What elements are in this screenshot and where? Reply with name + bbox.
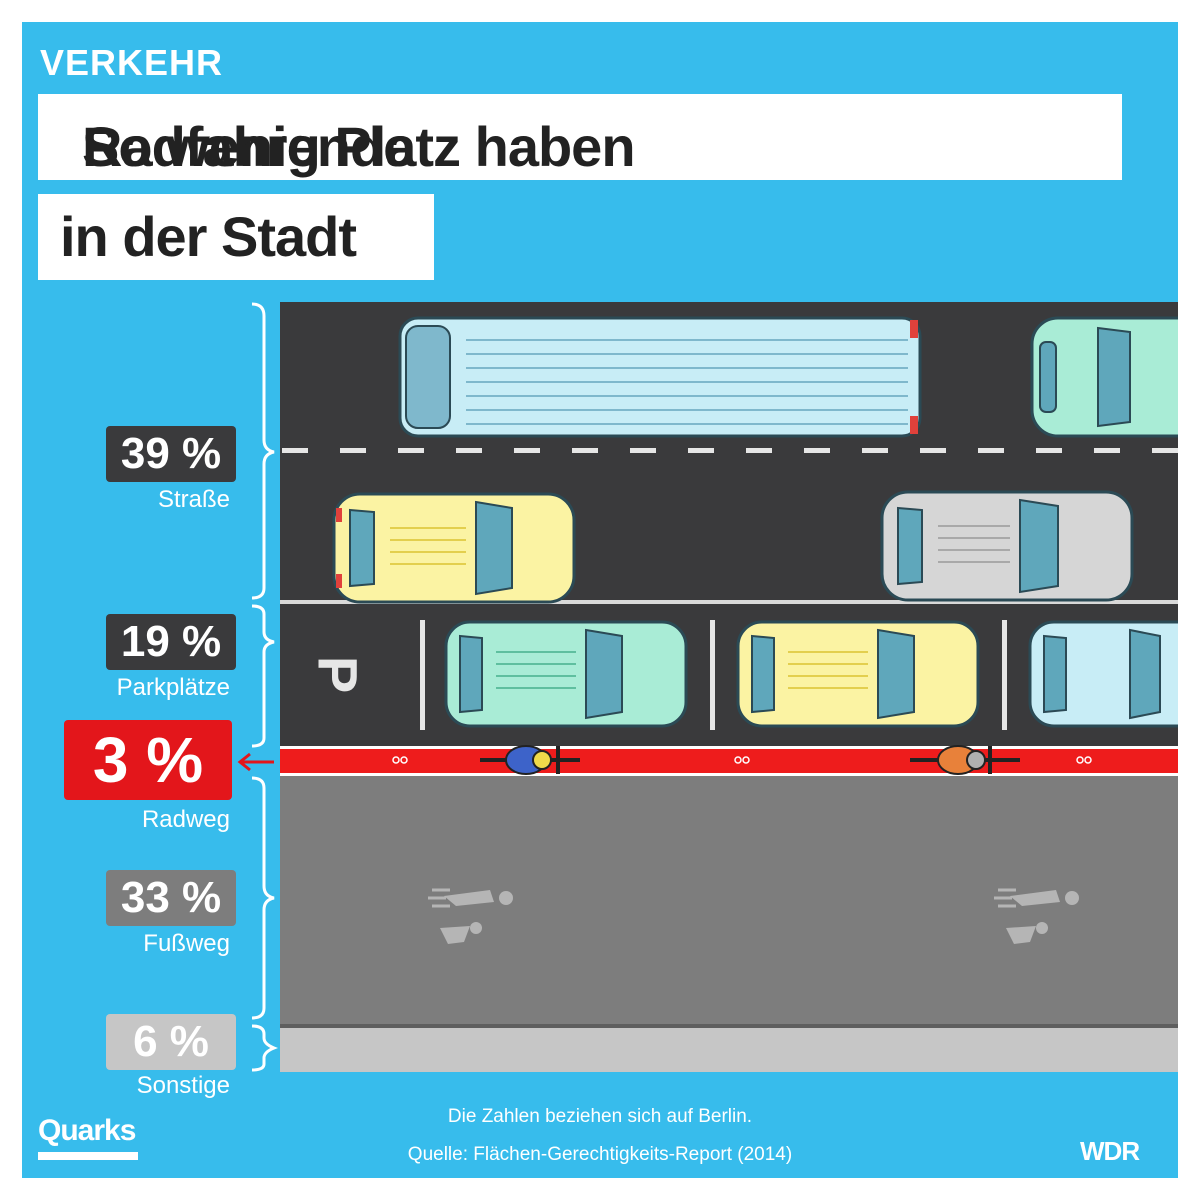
headline-line-1: So wenig Platz haben Radfahrende (38, 94, 1122, 180)
bike-lane (280, 746, 1178, 776)
quarks-logo-bar (38, 1152, 138, 1160)
wdr-logo: WDR (1080, 1136, 1140, 1166)
car-icon (736, 620, 980, 728)
label-parkplaetze: Parkplätze (116, 674, 230, 701)
brace-icon (251, 302, 278, 1072)
label-sonstige: Sonstige (136, 1072, 230, 1099)
car-icon (1028, 620, 1178, 728)
arrow-left-icon (237, 752, 274, 772)
source: Quelle: Flächen-Gerechtigkeits-Report (2… (407, 1144, 793, 1165)
car-icon (332, 492, 576, 604)
cyclist-icon (480, 745, 580, 775)
car-icon (444, 620, 688, 728)
cyclist-icon (910, 745, 1020, 775)
pedestrian-symbol-icon (428, 888, 513, 944)
kicker: VERKEHR (40, 42, 224, 83)
headline-accent: Radfahrende (82, 115, 414, 178)
label-radweg: Radweg (141, 806, 230, 833)
car-icon (880, 490, 1134, 602)
percent-sonstige: 6 % (106, 1014, 236, 1070)
quarks-logo: Quarks (38, 1114, 136, 1147)
percent-parkplaetze: 19 % (106, 614, 236, 670)
headline-text-2: in der Stadt (60, 205, 357, 268)
headline-line-2: in der Stadt (38, 194, 434, 280)
street-drawings (282, 316, 1178, 944)
footnote: Die Zahlen beziehen sich auf Berlin. (447, 1106, 753, 1127)
parking-dividers (420, 620, 1007, 730)
road-edge-line (280, 600, 1178, 604)
parking-sign: P (306, 655, 370, 694)
car-icon (1030, 316, 1178, 438)
sidewalk-edge (280, 1024, 1178, 1028)
street-cross-section: P (280, 302, 1178, 1072)
label-strasse: Straße (157, 486, 230, 513)
pedestrian-symbol-icon (994, 888, 1079, 944)
percent-strasse: 39 % (106, 426, 236, 482)
lane-dash-line (282, 448, 1178, 453)
label-fussweg: Fußweg (143, 930, 230, 957)
headline-text: So wenig Platz haben (82, 115, 636, 178)
other-area (280, 1028, 1178, 1072)
parking-area (280, 604, 1178, 746)
percent-fussweg: 33 % (106, 870, 236, 926)
infographic: VERKEHR So wenig Platz haben Radfahrende… (22, 22, 1178, 1178)
bus-icon (398, 316, 922, 438)
bicycle-symbol-icon (392, 756, 1092, 764)
percent-radweg: 3 % (64, 720, 232, 800)
